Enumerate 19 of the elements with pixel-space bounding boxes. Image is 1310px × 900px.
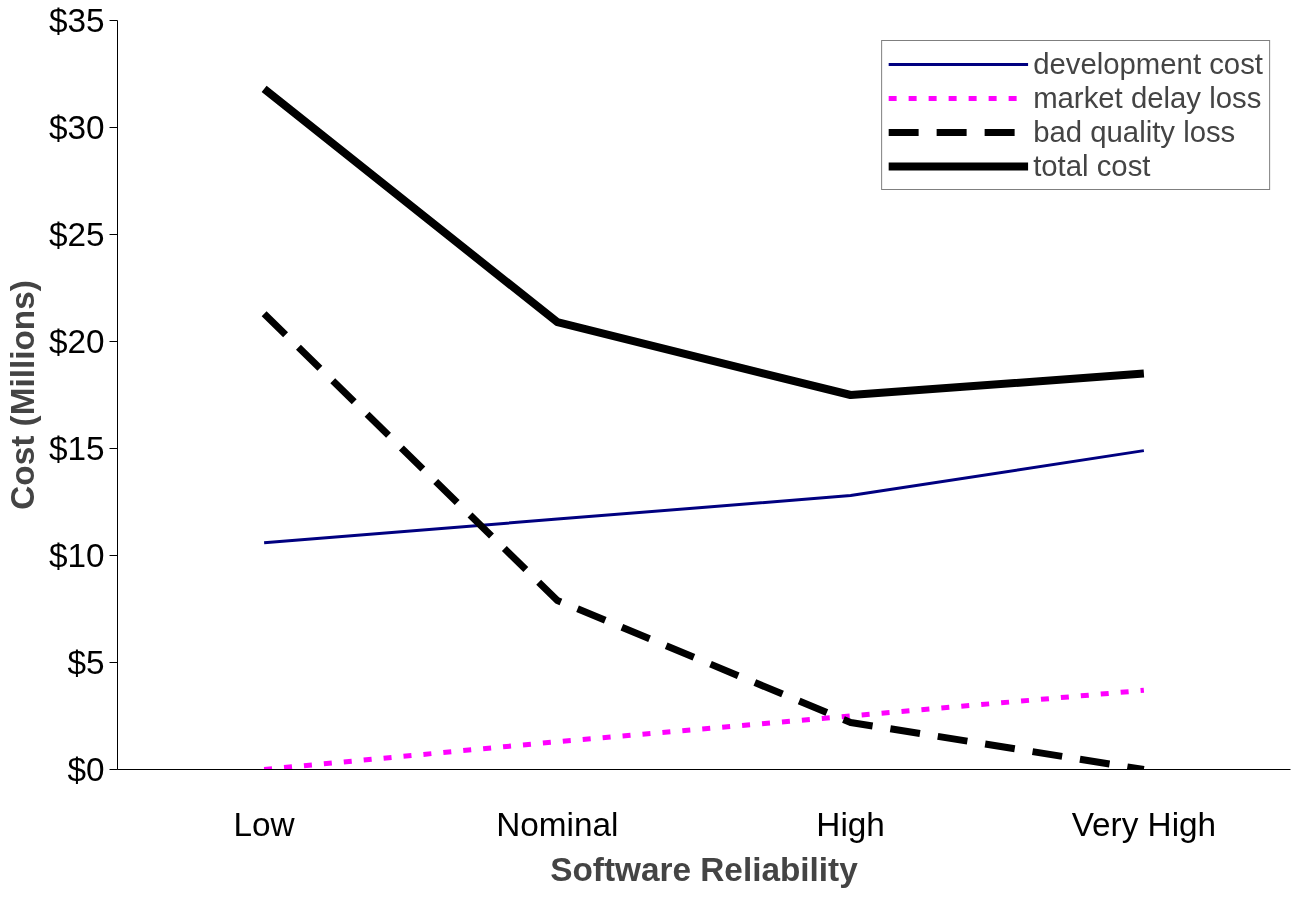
legend-label: market delay loss (1033, 81, 1262, 115)
y-tick-label: $15 (48, 430, 105, 467)
x-tick-label: Very High (1071, 805, 1217, 843)
x-tick-label: Low (233, 805, 296, 843)
legend-label: bad quality loss (1033, 115, 1236, 149)
y-tick-label: $20 (48, 323, 105, 360)
y-tick-label: $5 (67, 644, 105, 681)
y-tick-label: $0 (67, 751, 105, 788)
x-tick-label: High (816, 805, 885, 843)
x-tick-label: Nominal (496, 805, 619, 843)
y-tick-label: $30 (48, 109, 105, 146)
y-tick-label: $10 (48, 537, 105, 574)
legend-label: development cost (1033, 47, 1263, 81)
y-axis-title: Cost (Millions) (3, 280, 41, 510)
line-series (262, 449, 1146, 545)
y-tick-label: $35 (48, 2, 105, 39)
legend-label: total cost (1033, 149, 1151, 183)
x-axis-title: Software Reliability (550, 850, 859, 888)
y-tick-label: $25 (48, 216, 105, 253)
